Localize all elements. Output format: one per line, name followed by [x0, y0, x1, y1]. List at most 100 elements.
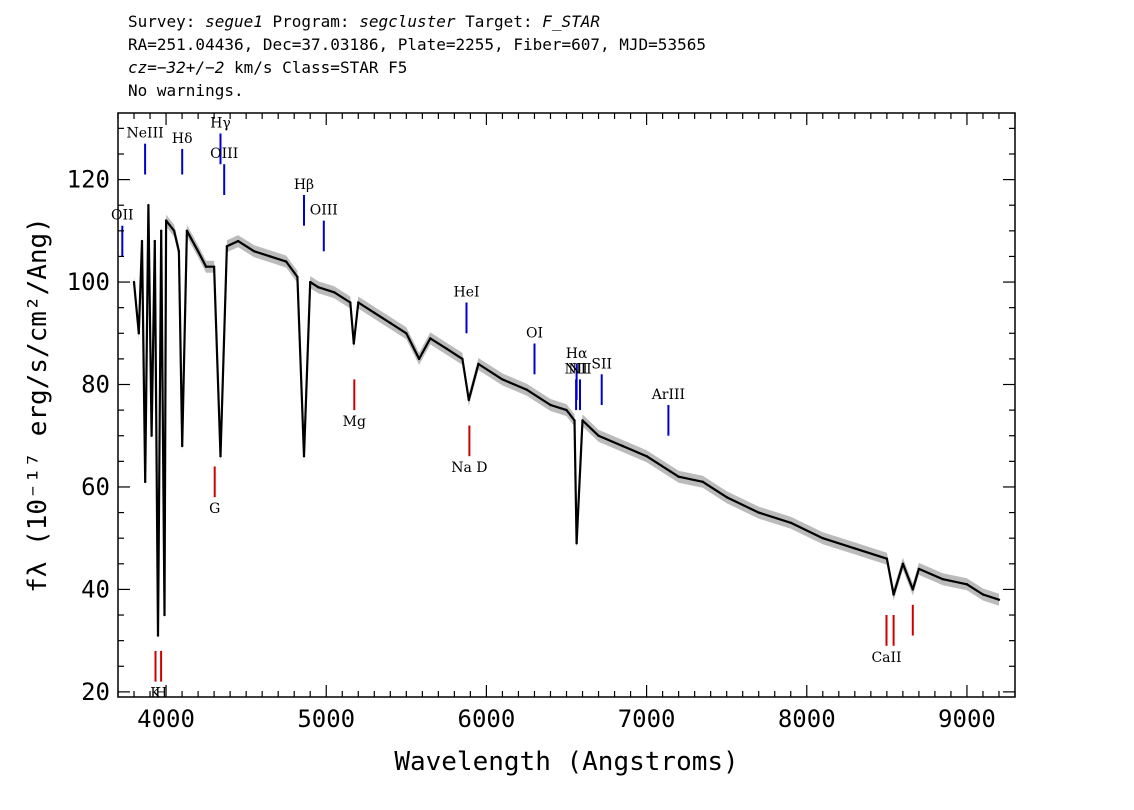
flux-point	[621, 444, 624, 448]
x-axis: 4000 5000 6000 7000 8000 9000	[117, 113, 1016, 733]
flux-point	[309, 280, 312, 284]
flux-point	[821, 537, 824, 540]
flux-point	[725, 496, 728, 499]
flux-point	[147, 204, 150, 207]
flux-point	[269, 255, 272, 258]
flux-point	[549, 403, 552, 407]
spectral-line-label: OIII	[210, 146, 238, 162]
y-tick-label: 100	[67, 268, 110, 296]
flux-series-line	[132, 204, 1000, 637]
header-line-survey: Survey: segue1 Program: segcluster Targe…	[128, 10, 706, 33]
y-tick-label: 80	[81, 371, 110, 399]
flux-point	[901, 562, 905, 565]
flux-point	[185, 229, 189, 232]
survey-label: Survey:	[128, 12, 206, 31]
spectral-line-label: Hδ	[172, 131, 193, 147]
flux-point	[204, 265, 208, 268]
flux-point	[177, 250, 181, 253]
target-value: F_STAR	[542, 12, 601, 31]
flux-point	[575, 542, 578, 545]
flux-point	[565, 408, 568, 412]
flux-point	[853, 547, 856, 550]
flux-point	[941, 578, 945, 581]
flux-point	[429, 337, 432, 340]
spectral-line-label: NII	[568, 361, 591, 377]
program-label: Program:	[262, 12, 360, 31]
flux-point	[302, 455, 306, 458]
y-tick-label: 20	[81, 678, 110, 706]
flux-point	[296, 275, 299, 279]
flux-point	[373, 311, 376, 314]
flux-point	[417, 357, 421, 361]
x-tick-label: 8000	[778, 705, 836, 733]
flux-point	[352, 342, 355, 345]
flux-point	[917, 567, 921, 571]
flux-point	[405, 332, 408, 335]
target-label: Target:	[455, 12, 543, 31]
spectral-line-label: CaII	[871, 650, 901, 666]
flux-point	[445, 347, 448, 350]
flux-point	[677, 475, 680, 478]
y-tick-label: 40	[81, 575, 110, 603]
y-tick-label: 60	[81, 473, 110, 501]
flux-point	[981, 593, 985, 596]
flux-point	[150, 434, 153, 437]
flux-point	[477, 362, 480, 366]
flux-point	[349, 301, 352, 304]
flux-point	[885, 557, 889, 560]
x-tick-label: 5000	[297, 705, 355, 733]
line-marker-layer: OIINeIIIHδHγOIIIHβOIIIHeIOINIIHαNIISIIAr…	[111, 116, 914, 702]
error-band-layer	[134, 199, 999, 642]
flux-point	[225, 245, 229, 248]
flux-point	[317, 286, 320, 289]
flux-point	[669, 470, 672, 473]
flux-point	[140, 239, 144, 243]
spectral-line-label: SII	[591, 356, 612, 372]
x-tick-label: 7000	[618, 705, 676, 733]
flux-point	[172, 229, 176, 232]
y-axis-label: fλ (10⁻¹⁷ erg/s/cm²/Ang)	[23, 217, 53, 593]
flux-point	[501, 378, 504, 381]
spectral-line-label: Hγ	[210, 116, 231, 132]
series-layer	[132, 204, 1001, 637]
spectral-line-label: Na D	[451, 460, 487, 476]
spectral-line-label: HeI	[453, 285, 479, 301]
x-tick-label: 9000	[938, 705, 996, 733]
flux-point	[212, 265, 216, 268]
flux-point	[163, 613, 166, 617]
flux-point	[757, 511, 760, 514]
flux-point	[144, 480, 147, 483]
x-tick-label: 6000	[458, 705, 516, 733]
y-axis: 20 40 60 80 100 120	[67, 127, 1015, 706]
flux-point	[137, 332, 140, 335]
program-value: segcluster	[359, 12, 456, 31]
spectral-line-label: Hβ	[294, 177, 314, 193]
spectral-line-label: Hα	[566, 346, 588, 362]
flux-point	[911, 588, 914, 591]
flux-point	[461, 357, 464, 361]
flux-point	[219, 455, 222, 458]
flux-point	[597, 434, 600, 437]
header-line-redshift: cz=−32+/−2 km/s Class=STAR F5	[128, 56, 706, 79]
flux-point	[701, 480, 704, 483]
header-line-warnings: No warnings.	[128, 81, 244, 100]
flux-point	[789, 521, 792, 524]
spectrum-header: Survey: segue1 Program: segcluster Targe…	[128, 10, 706, 102]
flux-point	[333, 291, 336, 294]
flux-point	[389, 321, 392, 325]
survey-value: segue1	[205, 12, 263, 31]
spectral-line-label: H	[155, 686, 167, 702]
spectral-line-label: OIII	[310, 203, 338, 219]
flux-point	[997, 598, 1001, 601]
flux-point	[160, 229, 163, 232]
flux-point	[253, 250, 256, 253]
spectral-line-label: ArIII	[651, 387, 685, 403]
cz-value: −32+/−2	[156, 58, 225, 77]
flux-point	[132, 280, 136, 284]
flux-point	[285, 260, 288, 263]
spectral-line-label: K	[150, 686, 161, 702]
spectral-line-label: OI	[526, 326, 543, 342]
spectral-line-label: NeIII	[127, 126, 164, 142]
flux-point	[645, 455, 648, 458]
